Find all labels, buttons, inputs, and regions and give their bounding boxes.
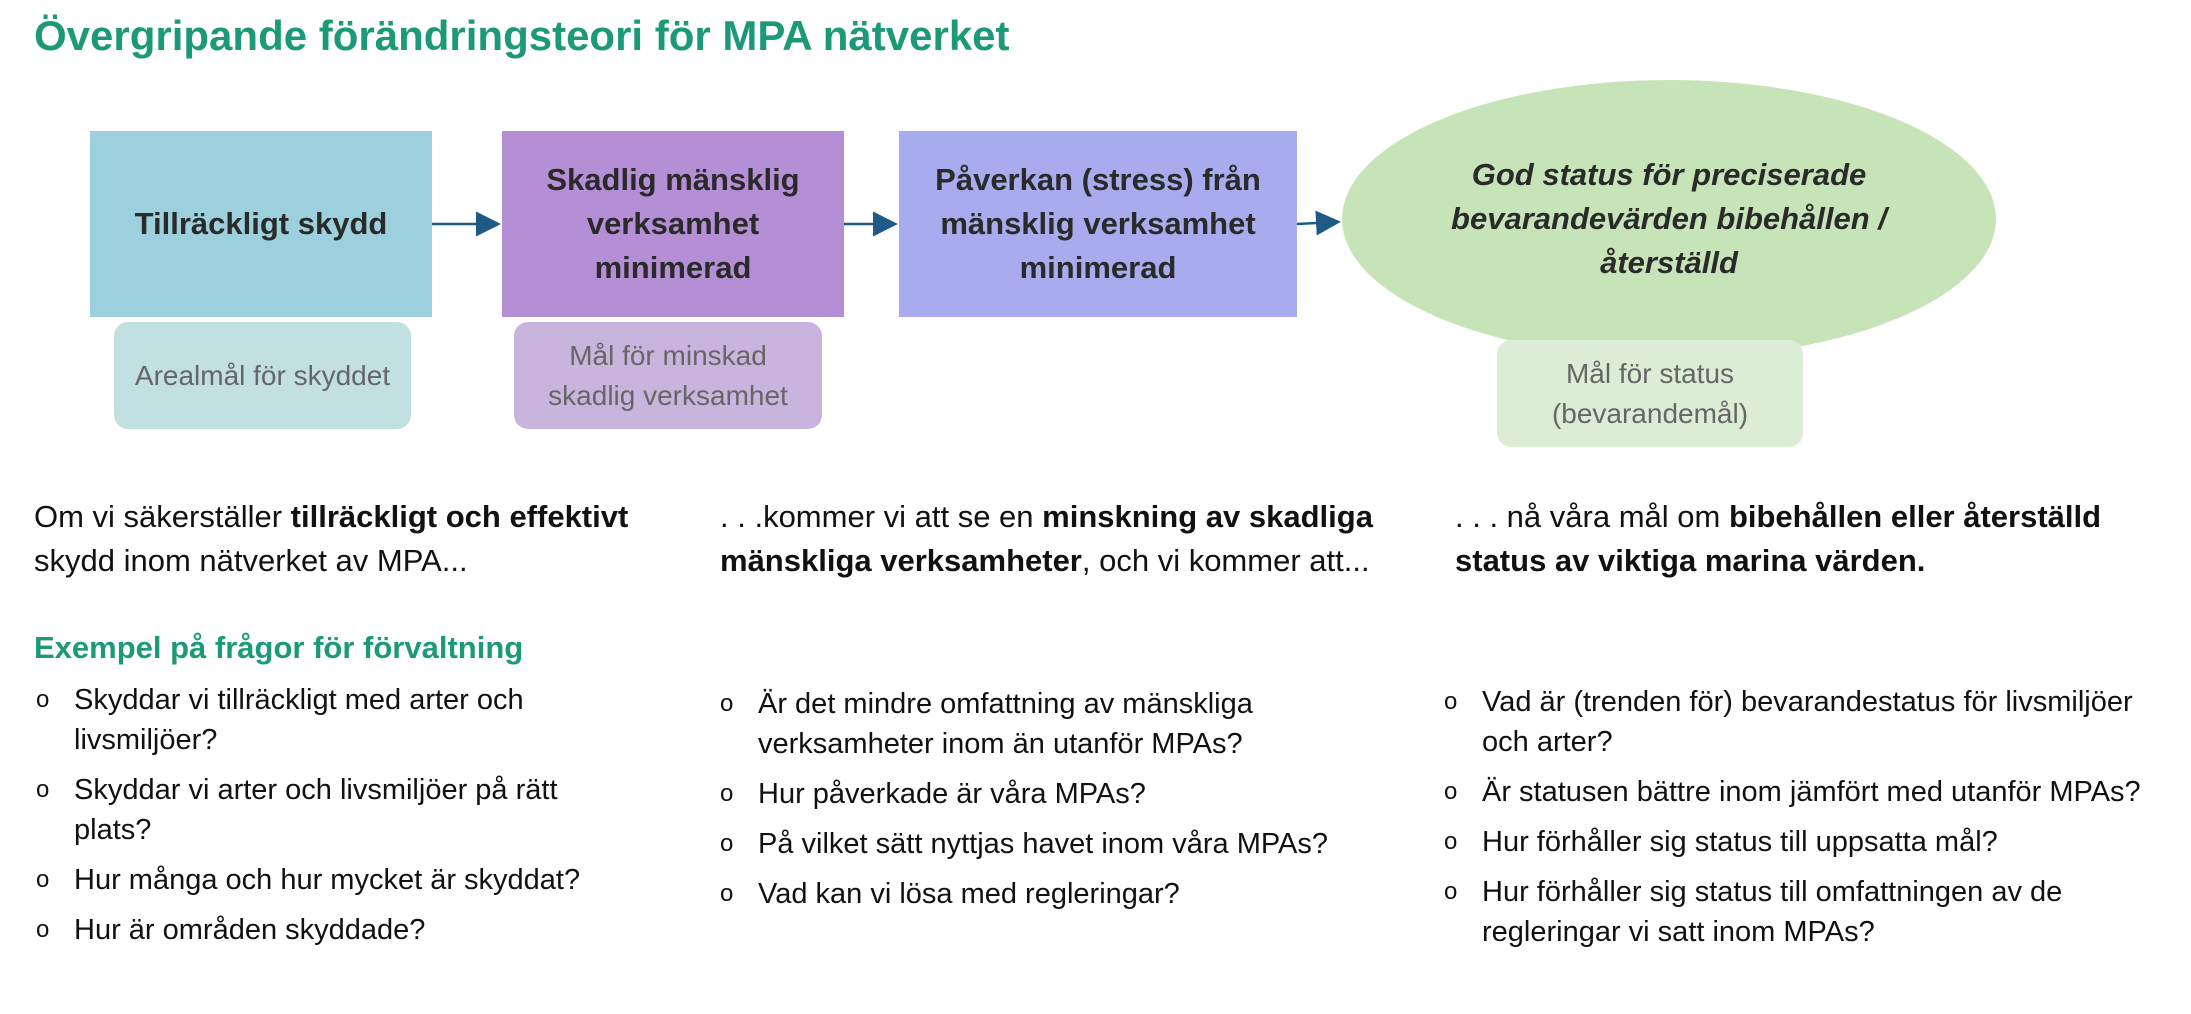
intro-2-pre: . . .kommer vi att se en: [720, 499, 1043, 534]
list-item: o Skyddar vi tillräckligt med arter och l…: [34, 680, 634, 760]
arrow-3: [1296, 210, 1341, 236]
question-text: Hur förhåller sig status till omfattning…: [1482, 876, 2063, 948]
list-item: o Är statusen bättre inom jämfört med uta…: [1442, 772, 2182, 812]
bullet-icon: o: [1444, 828, 1458, 855]
question-text: Är statusen bättre inom jämfört med utan…: [1482, 776, 2141, 808]
bullet-icon: o: [36, 776, 50, 803]
bullet-icon: o: [36, 686, 50, 713]
question-text: Skyddar vi arter och livsmiljöer på rätt…: [74, 774, 558, 846]
list-item: o Hur förhåller sig status till uppsatta …: [1442, 822, 2182, 862]
list-item: o På vilket sätt nyttjas havet inom våra …: [718, 824, 1358, 864]
intro-column-2: . . .kommer vi att se en minskning av sk…: [720, 495, 1410, 583]
page-title: Övergripande förändringsteori för MPA nä…: [34, 12, 1010, 59]
question-text: Hur förhåller sig status till uppsatta m…: [1482, 826, 1998, 858]
outcome-ellipse: God status för preciserade bevarandevärd…: [1342, 80, 1996, 358]
question-text: Skyddar vi tillräckligt med arter och li…: [74, 684, 524, 756]
question-text: Hur många och hur mycket är skyddat?: [74, 864, 581, 896]
box-paverkan: Påverkan (stress) från mänsklig verksamh…: [899, 131, 1297, 317]
list-item: o Hur är områden skyddade?: [34, 910, 634, 950]
goal-status: Mål för status (bevarandemål): [1497, 340, 1803, 447]
list-item: o Är det mindre omfattning av mänskliga v…: [718, 684, 1358, 764]
question-text: Vad kan vi lösa med regleringar?: [758, 878, 1180, 910]
list-item: o Hur påverkade är våra MPAs?: [718, 774, 1358, 814]
bullet-icon: o: [36, 916, 50, 943]
intro-2-bold: minskning av skadliga mänskliga verksamh…: [720, 499, 1373, 578]
goal-areal: Arealmål för skyddet: [114, 322, 411, 429]
question-list-1: o Skyddar vi tillräckligt med arter och l…: [34, 680, 634, 960]
list-item: o Hur förhåller sig status till omfattnin…: [1442, 872, 2182, 952]
bullet-icon: o: [1444, 878, 1458, 905]
examples-heading: Exempel på frågor för förvaltning: [34, 630, 524, 665]
bullet-icon: o: [720, 880, 734, 907]
goal-minskad-verksamhet: Mål för minskad skadlig verksamhet: [514, 322, 822, 429]
intro-1-bold: tillräckligt och effektivt: [290, 499, 629, 534]
bullet-icon: o: [1444, 688, 1458, 715]
intro-1-pre: Om vi säkerställer: [34, 499, 291, 534]
list-item: o Vad kan vi lösa med regleringar?: [718, 874, 1358, 914]
question-text: På vilket sätt nyttjas havet inom våra M…: [758, 828, 1329, 860]
question-text: Vad är (trenden för) bevarandestatus för…: [1482, 686, 2133, 758]
intro-2-post: , och vi kommer att...: [1081, 543, 1370, 578]
bullet-icon: o: [720, 830, 734, 857]
intro-3-bold: bibehållen eller återställd status av vi…: [1455, 499, 2102, 578]
question-text: Hur påverkade är våra MPAs?: [758, 778, 1146, 810]
box-tillrackligt-skydd: Tillräckligt skydd: [90, 131, 432, 317]
intro-column-1: Om vi säkerställer tillräckligt och effe…: [34, 495, 674, 583]
question-text: Hur är områden skyddade?: [74, 914, 426, 946]
bullet-icon: o: [720, 690, 734, 717]
box-skadlig-verksamhet: Skadlig mänsklig verksamhet minimerad: [502, 131, 844, 317]
bullet-icon: o: [720, 780, 734, 807]
list-item: o Skyddar vi arter och livsmiljöer på rät…: [34, 770, 634, 850]
question-text: Är det mindre omfattning av mänskliga ve…: [758, 688, 1253, 760]
list-item: o Vad är (trenden för) bevarandestatus fö…: [1442, 682, 2182, 762]
bullet-icon: o: [36, 866, 50, 893]
bullet-icon: o: [1444, 778, 1458, 805]
intro-column-3: . . . nå våra mål om bibehållen eller åt…: [1455, 495, 2175, 583]
intro-1-post: skydd inom nätverket av MPA...: [34, 543, 468, 578]
question-list-3: o Vad är (trenden för) bevarandestatus fö…: [1442, 682, 2182, 962]
list-item: o Hur många och hur mycket är skyddat?: [34, 860, 634, 900]
question-list-2: o Är det mindre omfattning av mänskliga v…: [718, 684, 1358, 924]
intro-3-pre: . . . nå våra mål om: [1455, 499, 1729, 534]
